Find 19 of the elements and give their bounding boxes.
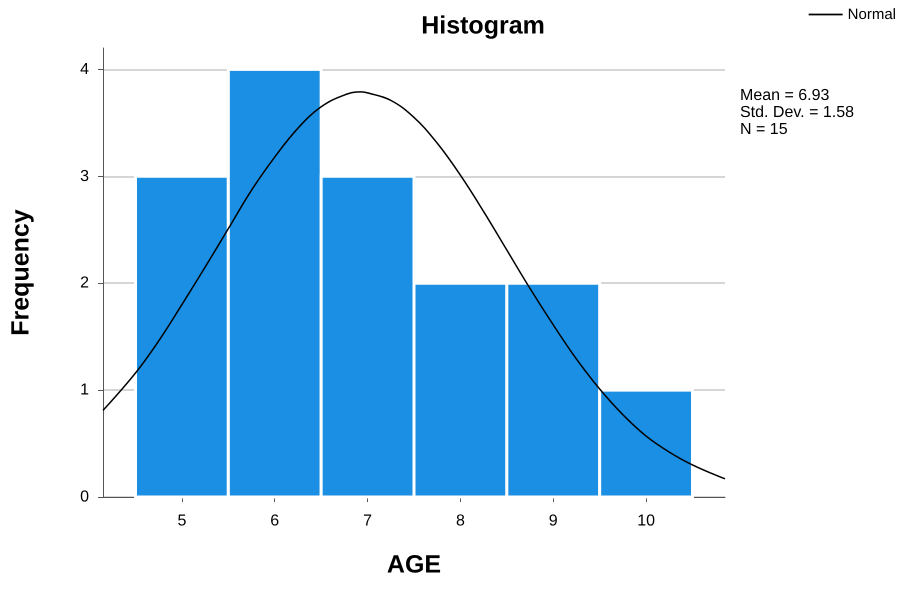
legend-label: Normal — [848, 6, 896, 23]
y-tick-label: 2 — [80, 274, 90, 292]
x-tick-label: 7 — [363, 512, 372, 530]
chart-title: Histogram — [421, 12, 545, 40]
x-tick-label: 9 — [548, 512, 558, 530]
x-tick-label: 8 — [456, 512, 465, 530]
y-tick-label: 3 — [80, 168, 90, 185]
line-series — [102, 91, 726, 480]
x-tick-label: 5 — [177, 512, 186, 530]
text: Std. Dev. = 1.58 — [740, 104, 854, 121]
y-tick-label: 4 — [80, 60, 90, 78]
x-tick-label: 10 — [637, 512, 656, 530]
y-axis-title: Frequency — [6, 209, 34, 336]
text: N = 15 — [740, 121, 788, 138]
y-tick-label: 0 — [80, 488, 90, 506]
x-tick-label: 6 — [270, 512, 280, 530]
x-axis-title: AGE — [386, 550, 442, 578]
text: Mean = 6.93 — [740, 87, 830, 104]
y-tick-label: 1 — [80, 382, 90, 399]
